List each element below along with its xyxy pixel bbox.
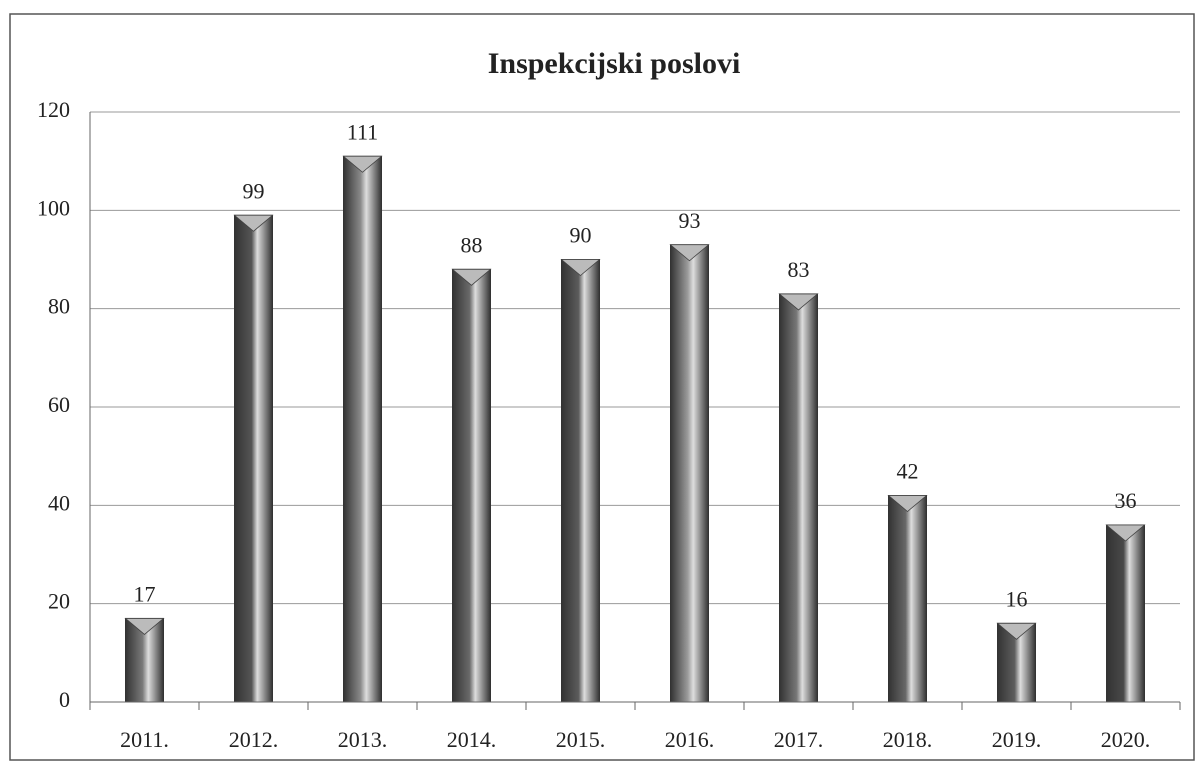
x-tick-label: 2018. [883, 727, 933, 752]
x-tick-label: 2014. [447, 727, 497, 752]
bar-cap [1105, 524, 1146, 542]
y-tick-label: 60 [48, 392, 70, 417]
bar-cap [778, 293, 819, 311]
x-tick-label: 2015. [556, 727, 606, 752]
data-label: 16 [1006, 586, 1028, 611]
bar [670, 244, 709, 703]
y-tick-label: 100 [37, 195, 70, 220]
y-tick-label: 80 [48, 294, 70, 319]
data-label: 111 [347, 119, 378, 144]
bar-cap [451, 268, 492, 286]
x-tick-label: 2013. [338, 727, 388, 752]
bar-cap [124, 618, 165, 635]
bar-cap [342, 155, 383, 173]
data-label: 90 [570, 223, 592, 248]
chart-title: Inspekcijski poslovi [488, 47, 741, 80]
y-tick-label: 0 [59, 687, 70, 712]
data-label: 83 [788, 257, 810, 282]
chart-frame [9, 13, 1195, 761]
bar-cap [996, 622, 1037, 640]
x-tick-label: 2017. [774, 727, 824, 752]
x-tick-label: 2012. [229, 727, 279, 752]
bar-cap [233, 214, 274, 232]
bar [452, 268, 491, 703]
bar [888, 495, 927, 703]
data-label: 99 [243, 178, 265, 203]
data-label: 88 [461, 232, 483, 257]
bar-cap [887, 495, 928, 513]
data-label: 17 [134, 581, 156, 606]
bar [343, 155, 382, 703]
y-tick-label: 20 [48, 589, 70, 614]
bar [234, 214, 273, 703]
bar [561, 259, 600, 703]
bar-cap [669, 244, 710, 262]
x-tick-label: 2019. [992, 727, 1042, 752]
x-tick-label: 2020. [1101, 727, 1151, 752]
data-label: 36 [1115, 488, 1137, 513]
bar [779, 293, 818, 703]
y-tick-label: 40 [48, 490, 70, 515]
data-label: 42 [897, 459, 919, 484]
y-tick-label: 120 [37, 97, 70, 122]
bar [1106, 524, 1145, 703]
bar-cap [560, 259, 601, 277]
x-tick-label: 2011. [120, 727, 169, 752]
x-tick-label: 2016. [665, 727, 715, 752]
data-label: 93 [679, 208, 701, 233]
